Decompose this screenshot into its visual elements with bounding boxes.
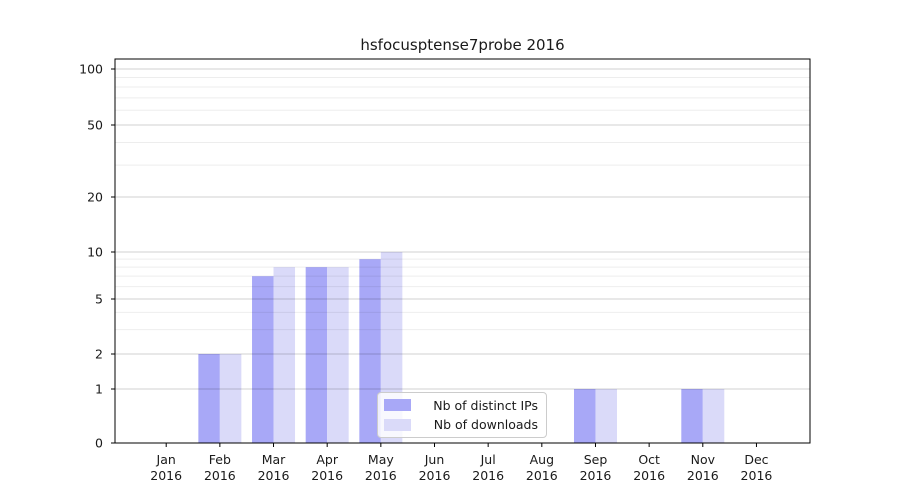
legend-label-downloads: Nb of downloads — [433, 417, 538, 433]
x-tick-label-month: Jan — [156, 452, 176, 467]
bar-distinct-ips — [198, 354, 220, 443]
x-tick-label-year: 2016 — [687, 468, 719, 483]
bar-downloads — [327, 267, 349, 443]
bar-distinct-ips — [573, 389, 596, 443]
x-tick-label-year: 2016 — [472, 468, 504, 483]
x-tick-label-year: 2016 — [365, 468, 397, 483]
bar-distinct-ips — [305, 267, 328, 443]
x-tick-label-year: 2016 — [741, 468, 773, 483]
legend-item-downloads: Nb of downloads — [384, 415, 538, 434]
x-tick-label-month: Feb — [209, 452, 231, 467]
x-tick-label-year: 2016 — [150, 468, 182, 483]
x-tick-label-year: 2016 — [580, 468, 612, 483]
y-tick-label: 10 — [87, 244, 103, 259]
bar-downloads — [702, 389, 725, 443]
x-tick-label-month: Jun — [424, 452, 445, 467]
bar-distinct-ips — [359, 259, 381, 443]
x-tick-label-month: Oct — [638, 452, 660, 467]
x-tick-label-year: 2016 — [526, 468, 558, 483]
x-tick-label-year: 2016 — [311, 468, 343, 483]
x-tick-label-year: 2016 — [419, 468, 451, 483]
x-tick-label-month: Nov — [691, 452, 716, 467]
legend-swatch-downloads — [384, 418, 411, 431]
y-tick-label: 2 — [95, 346, 103, 361]
bar-downloads — [273, 267, 296, 443]
y-tick-label: 50 — [87, 117, 103, 132]
bar-distinct-ips — [252, 276, 274, 443]
axis-frame — [114, 58, 811, 444]
x-tick-label-month: May — [368, 452, 394, 467]
x-tick-label-month: Dec — [744, 452, 768, 467]
y-tick-label: 1 — [95, 381, 103, 396]
x-tick-label-year: 2016 — [633, 468, 665, 483]
y-tick-label: 5 — [95, 291, 103, 306]
legend-label-distinct-ips: Nb of distinct IPs — [433, 397, 538, 413]
legend-swatch-distinct-ips — [384, 399, 411, 412]
x-tick-label-month: Aug — [530, 452, 554, 467]
y-tick-label: 20 — [87, 189, 103, 204]
x-tick-label-month: Jul — [480, 452, 496, 467]
x-tick-label-month: Apr — [316, 452, 338, 467]
y-tick-label: 100 — [79, 61, 103, 76]
legend-item-distinct-ips: Nb of distinct IPs — [384, 396, 538, 415]
bar-downloads — [219, 354, 242, 443]
x-tick-label-month: Mar — [262, 452, 286, 467]
x-tick-label-year: 2016 — [258, 468, 290, 483]
x-tick-label-month: Sep — [584, 452, 608, 467]
legend: Nb of distinct IPs Nb of downloads — [377, 392, 547, 438]
x-tick-label-year: 2016 — [204, 468, 236, 483]
bar-downloads — [595, 389, 617, 443]
bar-distinct-ips — [681, 389, 703, 443]
chart-title: hsfocusptense7probe 2016 — [360, 36, 565, 54]
y-tick-label: 0 — [95, 435, 103, 450]
